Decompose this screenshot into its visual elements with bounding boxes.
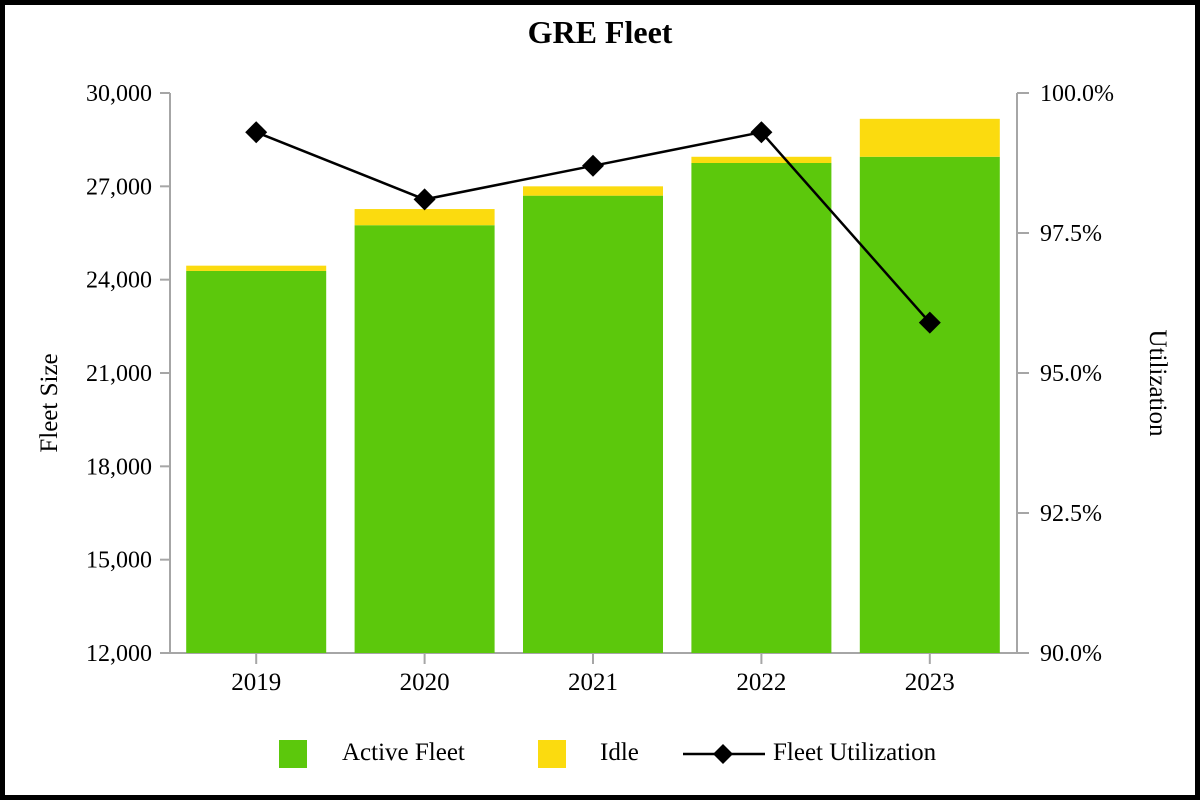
bar-segment-idle-2022 — [691, 156, 832, 163]
legend-line-diamond-icon — [683, 744, 765, 764]
legend-swatch-active-fleet — [279, 740, 307, 768]
x-axis-category-label: 2023 — [905, 669, 955, 696]
bar-segment-active-fleet-2022 — [691, 163, 832, 653]
left-axis-tick-label: 24,000 — [86, 268, 152, 294]
bar-segment-active-fleet-2023 — [859, 156, 1000, 653]
left-axis-tick-label: 18,000 — [86, 454, 152, 480]
right-axis-tick-label: 90.0% — [1040, 641, 1102, 667]
legend-swatch-idle — [538, 740, 566, 768]
x-axis-category-label: 2020 — [400, 669, 450, 696]
utilization-marker-2022 — [750, 121, 773, 144]
bar-segment-active-fleet-2019 — [186, 270, 327, 653]
left-axis-tick-label: 15,000 — [86, 548, 152, 574]
legend-label-active-fleet: Active Fleet — [342, 739, 465, 766]
bar-segment-idle-2019 — [186, 265, 327, 271]
x-axis-category-label: 2019 — [231, 669, 281, 696]
legend-label-idle: Idle — [600, 739, 639, 766]
left-axis-tick-label: 30,000 — [86, 81, 152, 107]
utilization-marker-2019 — [245, 121, 268, 144]
left-axis-title: Fleet Size — [36, 353, 63, 453]
bar-segment-idle-2023 — [859, 118, 1000, 157]
utilization-marker-2021 — [582, 154, 604, 177]
left-axis-tick-label: 27,000 — [86, 174, 152, 200]
left-axis-tick-label: 21,000 — [86, 361, 152, 387]
left-axis-tick-label: 12,000 — [86, 641, 152, 667]
right-axis-title: Utilization — [1144, 329, 1171, 437]
chart-title: GRE Fleet — [527, 14, 673, 50]
bar-segment-active-fleet-2020 — [354, 225, 495, 653]
right-axis-tick-label: 97.5% — [1040, 221, 1102, 247]
utilization-marker-2020 — [413, 188, 436, 211]
x-axis-category-label: 2022 — [736, 669, 786, 696]
bar-segment-idle-2021 — [523, 186, 663, 196]
x-axis-category-label: 2021 — [568, 669, 618, 696]
bar-segment-idle-2020 — [354, 209, 495, 226]
right-axis-tick-label: 100.0% — [1040, 81, 1114, 107]
legend-label-fleet-utilization: Fleet Utilization — [773, 739, 937, 766]
right-axis-tick-label: 95.0% — [1040, 361, 1102, 387]
right-axis-tick-label: 92.5% — [1040, 501, 1102, 527]
bar-segment-active-fleet-2021 — [523, 195, 663, 653]
utilization-marker-2023 — [918, 311, 941, 334]
